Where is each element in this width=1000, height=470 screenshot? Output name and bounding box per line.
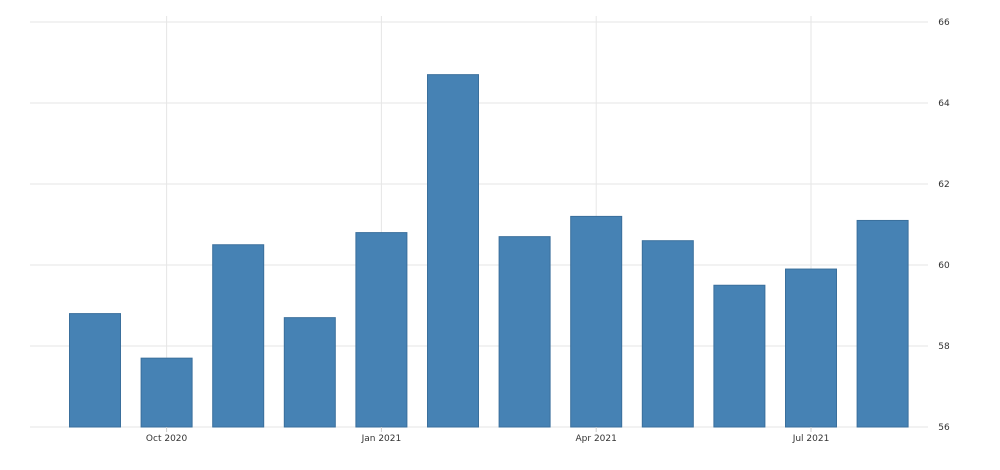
x-tick-label: Oct 2020 <box>146 434 188 444</box>
bar-feb-2021 <box>427 74 479 428</box>
bar-jan-2021 <box>355 232 408 428</box>
x-axis: Oct 2020 Jan 2021 Apr 2021 Jul 2021 <box>146 427 829 444</box>
bar-dec-2020 <box>283 317 336 428</box>
x-tick-label: Jan 2021 <box>361 434 402 444</box>
y-tick-label: 66 <box>938 18 950 28</box>
bar-mar-2021 <box>498 236 551 428</box>
bar-nov-2020 <box>212 244 265 428</box>
bar-may-2021 <box>641 240 694 428</box>
y-tick-label: 58 <box>938 342 950 352</box>
bars <box>69 74 909 428</box>
y-tick-label: 60 <box>938 261 950 271</box>
bar-apr-2021 <box>570 215 623 428</box>
x-tick-label: Jul 2021 <box>792 434 830 444</box>
y-axis: 56 58 60 62 64 66 <box>938 18 950 433</box>
x-tick-label: Apr 2021 <box>576 434 617 444</box>
y-tick-label: 56 <box>938 423 950 433</box>
bar-oct-2020 <box>140 357 193 428</box>
y-tick-label: 64 <box>938 99 950 109</box>
y-tick-label: 62 <box>938 180 949 190</box>
bar-aug-2021 <box>856 219 909 428</box>
bar-sep-2020 <box>69 313 121 428</box>
bar-jul-2021 <box>785 268 837 428</box>
bar-jun-2021 <box>713 284 766 428</box>
